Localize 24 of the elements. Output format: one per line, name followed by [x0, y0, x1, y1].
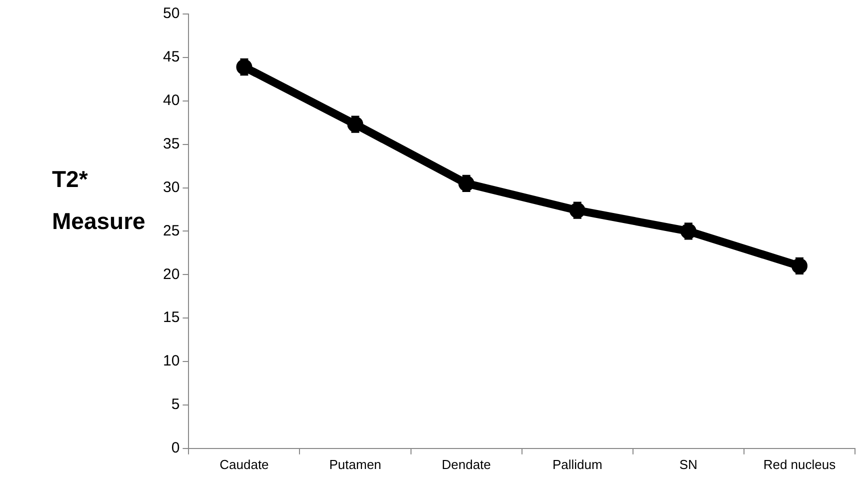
x-tick-label: Caudate: [220, 456, 269, 472]
point: [236, 58, 252, 75]
y-tick-label: 15: [162, 309, 180, 326]
y-tick-label: 10: [162, 352, 180, 370]
x-tick-label: Red nucleus: [763, 456, 836, 472]
y-tick-label: 0: [171, 440, 180, 457]
point: [347, 116, 364, 132]
point: [791, 258, 808, 274]
point: [680, 223, 696, 240]
x-tick-label: Pallidum: [552, 456, 602, 472]
y-tick-label: 25: [162, 222, 180, 240]
y-tick-label: 20: [162, 266, 180, 283]
y-tick-label: 5: [171, 396, 180, 414]
y-tick-label: 30: [162, 178, 180, 196]
y-tick-label: 35: [162, 135, 180, 152]
x-tick-label: Putamen: [329, 456, 382, 472]
x-tick-label: SN: [679, 456, 698, 472]
point: [569, 202, 586, 218]
x-tick-label: Dendate: [442, 456, 491, 472]
y-tick-label: 40: [162, 92, 180, 110]
y-tick-label: 45: [162, 48, 180, 66]
y-axis-title: T2* Measure: [52, 165, 146, 236]
y-tick-label: 50: [162, 5, 180, 22]
point: [458, 175, 474, 192]
